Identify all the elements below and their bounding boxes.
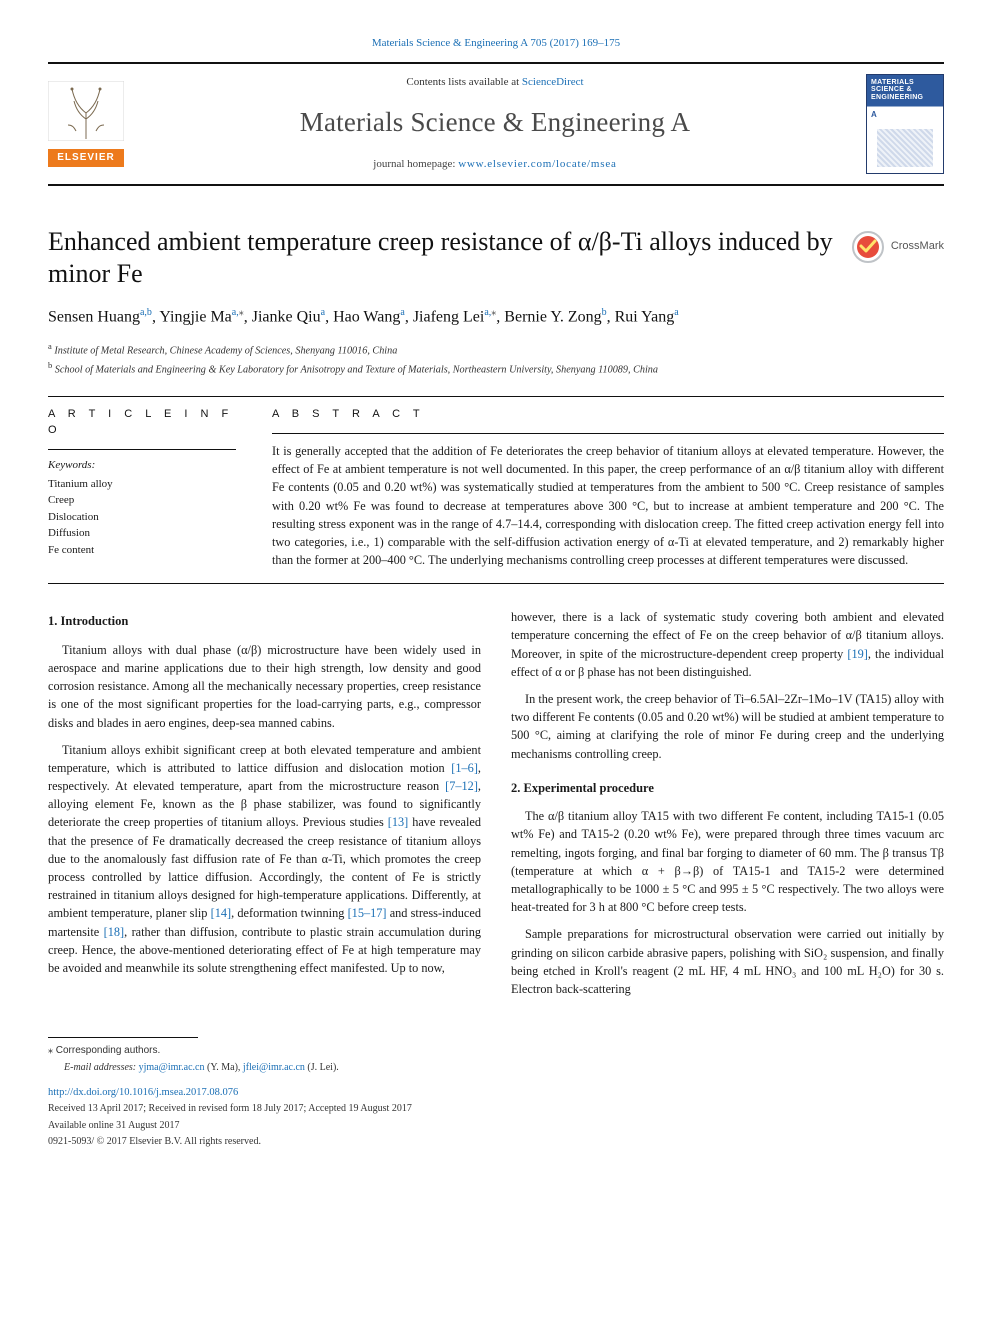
citation-link[interactable]: [14]	[211, 906, 232, 920]
footer-block: ⁎ Corresponding authors. E-mail addresse…	[48, 1037, 944, 1150]
author-affil-sup: a	[400, 307, 404, 318]
email-addresses-label: E-mail addresses:	[64, 1062, 136, 1073]
author: Sensen Huang	[48, 309, 140, 326]
author-email-name: (Y. Ma),	[207, 1062, 240, 1073]
citation-link[interactable]: [19]	[847, 647, 868, 661]
doi-link[interactable]: http://dx.doi.org/10.1016/j.msea.2017.08…	[48, 1085, 944, 1100]
paragraph: The α/β titanium alloy TA15 with two dif…	[511, 807, 944, 916]
journal-homepage-link[interactable]: www.elsevier.com/locate/msea	[458, 158, 617, 170]
author-corr-star: ⁎	[239, 307, 244, 318]
paragraph: In the present work, the creep behavior …	[511, 690, 944, 763]
author-affil-sup: a	[321, 307, 325, 318]
elsevier-wordmark: ELSEVIER	[48, 149, 124, 167]
author: Hao Wang	[333, 309, 400, 326]
journal-masthead: ELSEVIER Contents lists available at Sci…	[48, 62, 944, 186]
author-corr-star: ⁎	[491, 307, 496, 318]
section-rule	[48, 449, 236, 450]
author-affil-sup: a,b	[140, 307, 152, 318]
citation-link[interactable]: [7–12]	[445, 779, 478, 793]
journal-homepage-prefix: journal homepage:	[373, 158, 458, 170]
keyword: Fe content	[48, 542, 236, 559]
journal-cover-thumbnail: MATERIALS SCIENCE & ENGINEERING A	[866, 74, 944, 174]
received-dates: Received 13 April 2017; Received in revi…	[48, 1102, 944, 1117]
author-affil-sup: a,	[232, 307, 239, 318]
keywords-list: Titanium alloy Creep Dislocation Diffusi…	[48, 476, 236, 559]
paragraph: Titanium alloys with dual phase (α/β) mi…	[48, 641, 481, 732]
section-rule	[272, 433, 944, 434]
affiliation-a: Institute of Metal Research, Chinese Aca…	[54, 345, 397, 356]
author-affil-sup: b	[602, 307, 607, 318]
author-email-link[interactable]: yjma@imr.ac.cn	[139, 1062, 205, 1073]
elsevier-tree-icon	[48, 81, 124, 141]
publisher-logo-block: ELSEVIER	[48, 81, 124, 167]
section-title-intro: 1. Introduction	[48, 612, 481, 631]
crossmark-badge[interactable]: CrossMark	[851, 230, 944, 264]
body-column-right: however, there is a lack of systematic s…	[511, 608, 944, 1007]
author: Jiafeng Lei	[413, 309, 485, 326]
author-email-name: (J. Lei).	[307, 1062, 338, 1073]
journal-name: Materials Science & Engineering A	[132, 103, 858, 142]
footnote-rule	[48, 1037, 198, 1038]
running-head: Materials Science & Engineering A 705 (2…	[48, 36, 944, 52]
author: Bernie Y. Zong	[504, 309, 601, 326]
section-title-experimental: 2. Experimental procedure	[511, 779, 944, 798]
citation-link[interactable]: [1–6]	[451, 761, 478, 775]
section-rule	[48, 396, 944, 397]
article-title: Enhanced ambient temperature creep resis…	[48, 226, 837, 289]
crossmark-label: CrossMark	[891, 239, 944, 255]
abstract-heading: A B S T R A C T	[272, 407, 944, 423]
article-info-heading: A R T I C L E I N F O	[48, 407, 236, 439]
corresponding-authors-label: ⁎ Corresponding authors.	[48, 1045, 160, 1056]
text-run: have revealed that the presence of Fe dr…	[48, 815, 481, 920]
paragraph: Sample preparations for microstructural …	[511, 925, 944, 998]
author-list: Sensen Huanga,b, Yingjie Maa,⁎, Jianke Q…	[48, 305, 944, 329]
author: Jianke Qiu	[252, 309, 321, 326]
keyword: Creep	[48, 492, 236, 509]
cover-letter-a: A	[871, 109, 939, 121]
paragraph: Titanium alloys exhibit significant cree…	[48, 741, 481, 977]
keyword: Diffusion	[48, 525, 236, 542]
section-rule	[48, 583, 944, 584]
paragraph: however, there is a lack of systematic s…	[511, 608, 944, 681]
text-run: , deformation twinning	[231, 906, 347, 920]
author-affil-sup: a	[674, 307, 678, 318]
contents-lists-prefix: Contents lists available at	[406, 76, 521, 88]
sciencedirect-link[interactable]: ScienceDirect	[522, 76, 584, 88]
contents-lists-line: Contents lists available at ScienceDirec…	[132, 75, 858, 91]
affiliation-b: School of Materials and Engineering & Ke…	[55, 364, 658, 375]
abstract-text: It is generally accepted that the additi…	[272, 442, 944, 569]
cover-title: MATERIALS SCIENCE & ENGINEERING	[871, 79, 939, 101]
cover-mini-art	[877, 129, 933, 167]
body-column-left: 1. Introduction Titanium alloys with dua…	[48, 608, 481, 1007]
citation-link[interactable]: [18]	[104, 925, 125, 939]
affiliations: a Institute of Metal Research, Chinese A…	[48, 340, 944, 378]
keywords-label: Keywords:	[48, 458, 236, 474]
available-online: Available online 31 August 2017	[48, 1119, 944, 1134]
journal-homepage-line: journal homepage: www.elsevier.com/locat…	[132, 157, 858, 173]
author: Yingjie Ma	[159, 309, 231, 326]
keyword: Dislocation	[48, 509, 236, 526]
crossmark-icon	[851, 230, 885, 264]
copyright-line: 0921-5093/ © 2017 Elsevier B.V. All righ…	[48, 1135, 944, 1150]
citation-link[interactable]: [13]	[388, 815, 409, 829]
citation-link[interactable]: [15–17]	[348, 906, 387, 920]
text-run: Titanium alloys exhibit significant cree…	[48, 743, 481, 775]
keyword: Titanium alloy	[48, 476, 236, 493]
author: Rui Yang	[615, 309, 675, 326]
author-email-link[interactable]: jflei@imr.ac.cn	[243, 1062, 305, 1073]
